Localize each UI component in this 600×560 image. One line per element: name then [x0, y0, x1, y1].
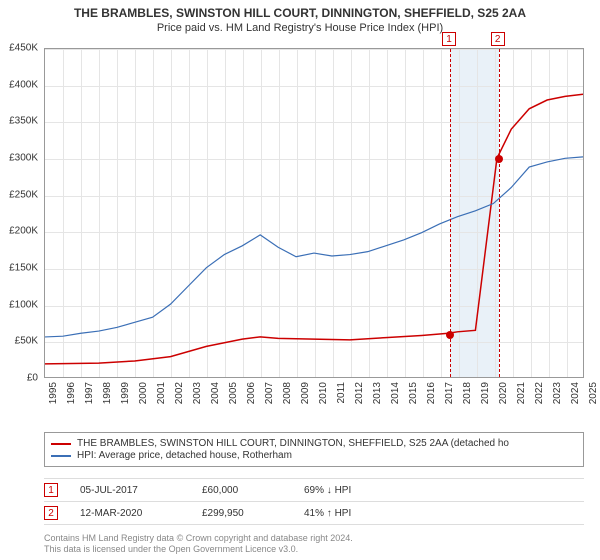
x-tick-label: 2016: [426, 382, 437, 404]
x-tick-label: 2022: [534, 382, 545, 404]
legend: THE BRAMBLES, SWINSTON HILL COURT, DINNI…: [44, 432, 584, 467]
x-tick-label: 2004: [210, 382, 221, 404]
footer-line1: Contains HM Land Registry data © Crown c…: [44, 533, 584, 545]
x-tick-label: 2020: [498, 382, 509, 404]
x-tick-label: 2001: [156, 382, 167, 404]
x-tick-label: 2012: [354, 382, 365, 404]
y-tick-label: £350K: [9, 116, 38, 127]
y-tick-label: £250K: [9, 189, 38, 200]
y-tick-label: £200K: [9, 226, 38, 237]
legend-swatch: [51, 443, 71, 445]
series-property: [45, 94, 583, 364]
x-axis: 1995 1996 1997 1998 1999 2000 2001 2002 2003 2004…: [44, 380, 584, 430]
y-tick-label: £100K: [9, 299, 38, 310]
y-tick-label: £300K: [9, 153, 38, 164]
x-tick-label: 2015: [408, 382, 419, 404]
series-hpi: [45, 157, 583, 337]
x-tick-label: 1999: [120, 382, 131, 404]
x-tick-label: 2014: [390, 382, 401, 404]
x-tick-label: 2017: [444, 382, 455, 404]
sale-point-marker: [495, 155, 503, 163]
chart-plot-area: [44, 48, 584, 378]
sale-row: 1 05-JUL-2017 £60,000 69% ↓ HPI: [44, 478, 584, 502]
sale-pct-vs-hpi: 41% ↑ HPI: [304, 508, 424, 519]
x-tick-label: 1996: [66, 382, 77, 404]
x-tick-label: 2011: [336, 382, 347, 404]
sale-marker-box: 2: [491, 32, 505, 46]
y-tick-label: £0: [27, 373, 38, 384]
sale-index-box: 2: [44, 506, 58, 520]
x-tick-label: 2002: [174, 382, 185, 404]
sale-marker-box: 1: [442, 32, 456, 46]
sale-vline: [499, 49, 500, 377]
chart-svg: [45, 49, 583, 377]
y-tick-label: £50K: [15, 336, 38, 347]
y-tick-label: £150K: [9, 263, 38, 274]
x-tick-label: 1997: [84, 382, 95, 404]
y-axis: £0£50K£100K£150K£200K£250K£300K£350K£400…: [0, 48, 42, 378]
sale-point-marker: [446, 331, 454, 339]
x-tick-label: 2009: [300, 382, 311, 404]
y-tick-label: £400K: [9, 79, 38, 90]
sale-date: 05-JUL-2017: [80, 485, 180, 496]
legend-label: HPI: Average price, detached house, Roth…: [77, 450, 292, 461]
x-tick-label: 2003: [192, 382, 203, 404]
x-tick-label: 2013: [372, 382, 383, 404]
sale-vline: [450, 49, 451, 377]
x-tick-label: 2007: [264, 382, 275, 404]
sale-price: £60,000: [202, 485, 282, 496]
sales-table: 1 05-JUL-2017 £60,000 69% ↓ HPI 2 12-MAR-2020…: [44, 478, 584, 525]
x-tick-label: 2019: [480, 382, 491, 404]
x-tick-label: 1998: [102, 382, 113, 404]
x-tick-label: 2023: [552, 382, 563, 404]
sale-pct-vs-hpi: 69% ↓ HPI: [304, 485, 424, 496]
title-line1: THE BRAMBLES, SWINSTON HILL COURT, DINNI…: [10, 6, 590, 20]
x-tick-label: 2018: [462, 382, 473, 404]
x-tick-label: 1995: [48, 382, 59, 404]
sale-row: 2 12-MAR-2020 £299,950 41% ↑ HPI: [44, 502, 584, 525]
x-tick-label: 2006: [246, 382, 257, 404]
chart-title: THE BRAMBLES, SWINSTON HILL COURT, DINNI…: [0, 0, 600, 36]
x-tick-label: 2010: [318, 382, 329, 404]
x-tick-label: 2005: [228, 382, 239, 404]
sale-index-box: 1: [44, 483, 58, 497]
legend-swatch: [51, 455, 71, 457]
footer-attribution: Contains HM Land Registry data © Crown c…: [44, 533, 584, 556]
sale-date: 12-MAR-2020: [80, 508, 180, 519]
x-tick-label: 2008: [282, 382, 293, 404]
footer-line2: This data is licensed under the Open Gov…: [44, 544, 584, 556]
legend-item: THE BRAMBLES, SWINSTON HILL COURT, DINNI…: [51, 438, 577, 449]
x-tick-label: 2021: [516, 382, 527, 404]
y-tick-label: £450K: [9, 43, 38, 54]
x-tick-label: 2000: [138, 382, 149, 404]
legend-item: HPI: Average price, detached house, Roth…: [51, 450, 577, 461]
legend-label: THE BRAMBLES, SWINSTON HILL COURT, DINNI…: [77, 438, 509, 449]
x-tick-label: 2024: [570, 382, 581, 404]
x-tick-label: 2025: [588, 382, 599, 404]
sale-price: £299,950: [202, 508, 282, 519]
